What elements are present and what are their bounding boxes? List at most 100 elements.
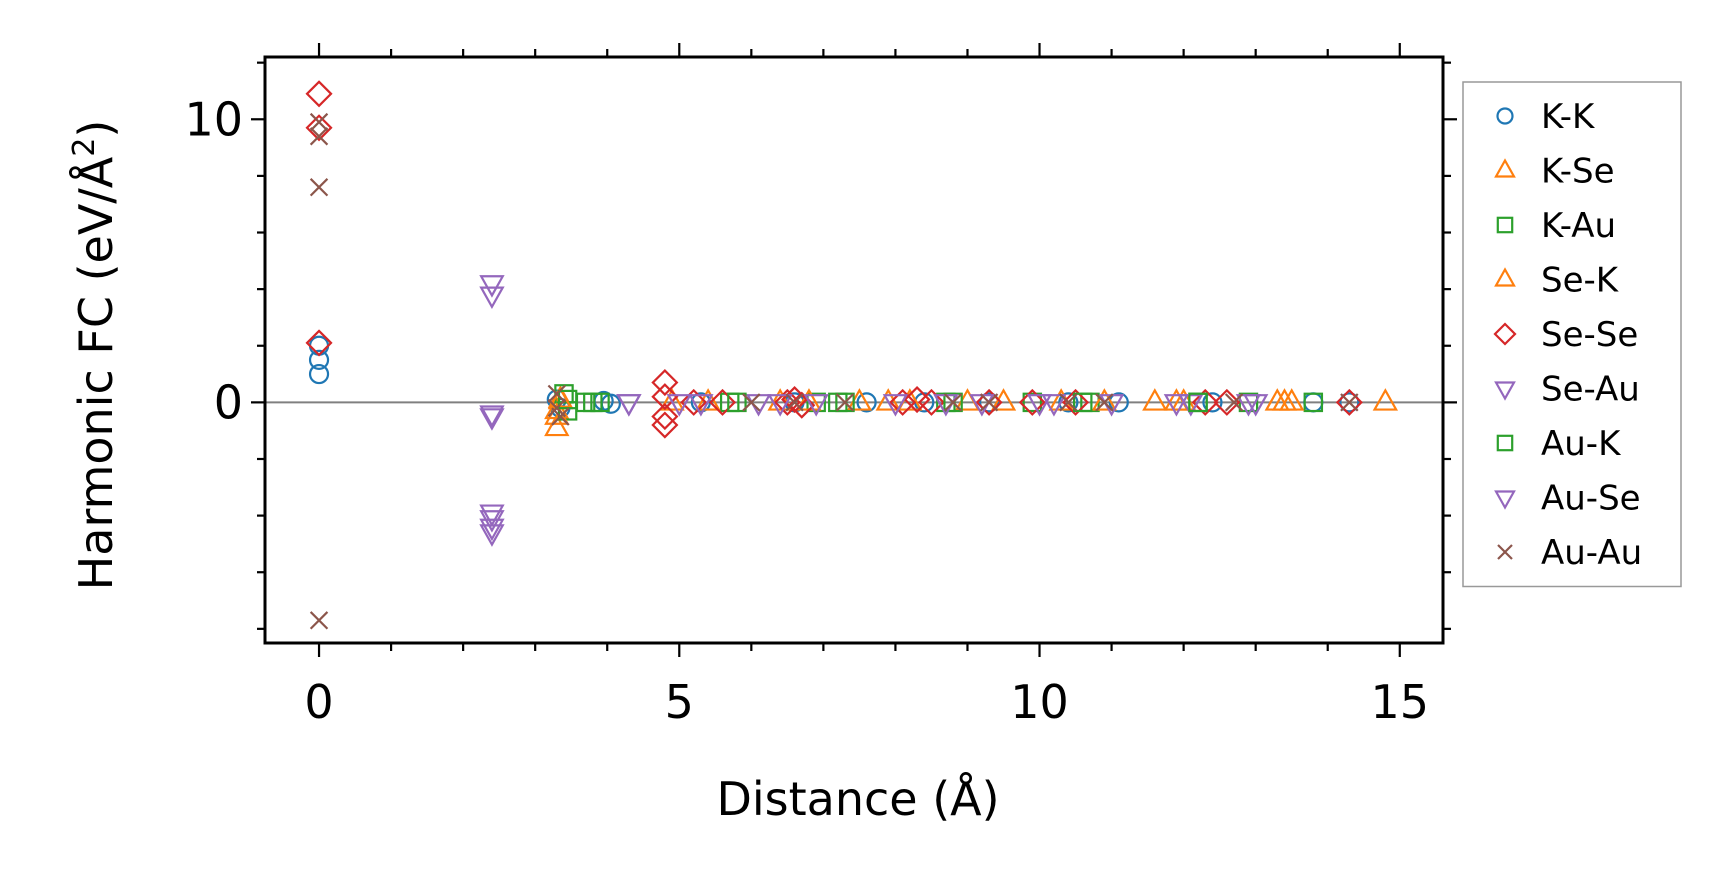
data-point [1091,388,1118,411]
data-point [1235,394,1262,417]
series-au-k [557,389,1208,413]
legend-box [1462,81,1682,588]
data-point [708,388,737,416]
data-point [1073,392,1093,413]
legend-item: K-Se [1494,152,1615,192]
legend-label: Au-Se [1541,479,1641,519]
legend-item: Se-Se [1493,315,1638,355]
y-axis-label: Harmonic FC (eV/Å2) [67,120,123,591]
data-point [308,363,330,385]
data-point [882,394,909,417]
data-point [1108,392,1129,413]
data-point [616,394,642,417]
data-point [1191,388,1219,416]
data-point [309,611,329,630]
plot-frame [263,55,1445,645]
data-point [767,394,793,417]
data-point [1264,388,1290,411]
data-point [1271,388,1298,411]
series-k-k [308,335,1360,419]
data-point [943,393,963,412]
data-point [767,388,793,411]
data-point [1224,393,1244,412]
data-point [975,388,1003,416]
data-point [1188,392,1208,413]
data-point [785,393,804,412]
legend-label: Au-K [1541,424,1622,464]
series-se-se [305,80,1363,439]
data-point [917,388,946,416]
data-point [1058,392,1079,413]
legend-label: Se-K [1541,261,1620,301]
data-point [309,127,329,146]
data-point [803,394,829,417]
data-point [1335,388,1363,416]
legend-marker [1496,434,1514,452]
legend-marker [1496,216,1514,234]
legend: K-K K-Se K-Au Se-K Se-Se Se-Au Au-K Au-Se Au-Au [1462,81,1682,588]
x-tick-label: 5 [665,675,694,729]
data-point [1303,392,1324,413]
axis-ticks: 0 5 10 15 0 10 [184,43,1457,729]
data-point [651,383,679,411]
data-point [616,394,642,417]
data-point [1339,392,1360,413]
data-point [1061,388,1090,416]
legend-label: K-Au [1541,206,1616,246]
data-point [978,392,1000,413]
legend-marker [1494,490,1516,510]
plot-area [265,80,1443,630]
data-point [583,392,603,413]
data-point [479,408,505,431]
legend-label: Se-Se [1541,315,1638,355]
data-point [305,80,333,108]
data-point [835,393,855,412]
data-point [856,392,877,413]
data-point [479,524,505,547]
y-axis-label-main: Harmonic FC (eV/Å [69,156,123,590]
data-point [1213,388,1241,416]
x-axis-label: Distance (Å) [716,772,999,826]
data-point [479,504,505,528]
legend-marker [1496,107,1514,125]
x-tick-label: 0 [304,675,333,729]
legend-label: K-Se [1541,152,1615,192]
data-point [835,392,855,413]
data-point [651,368,679,397]
data-point [666,394,692,417]
data-point [1041,394,1067,417]
legend-item: Au-Au [1497,533,1642,573]
data-point [551,407,570,426]
data-point [305,329,333,357]
x-tick-label: 10 [1010,675,1069,729]
y-tick-label: 10 [184,92,243,146]
legend-item: K-Au [1496,206,1616,246]
data-point [479,286,505,310]
data-point [659,388,685,411]
legend-marker [1497,544,1513,560]
data-point [479,510,505,533]
data-point [1026,394,1053,417]
data-point [1018,388,1046,416]
legend-marker [1494,381,1516,401]
data-point [479,405,505,428]
data-point [305,114,333,142]
x-tick-label: 15 [1370,675,1429,729]
legend-item: Au-Se [1494,479,1641,519]
data-point [1340,393,1359,412]
data-point [1059,393,1078,412]
data-point [1163,394,1190,417]
data-point [547,384,566,404]
data-point [651,411,679,439]
data-point [309,178,329,197]
legend-marker [1493,322,1517,346]
data-point [309,112,329,132]
data-point [806,392,826,413]
data-point [727,392,747,413]
legend-label: K-K [1541,97,1596,137]
y-axis-label-superscript: 2 [67,138,102,157]
data-point [1022,392,1043,413]
y-axis-label-close: ) [69,120,123,138]
